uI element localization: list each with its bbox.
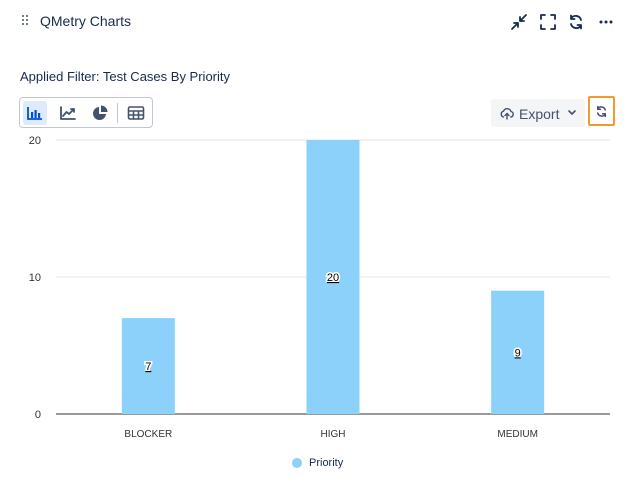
legend-swatch: [292, 458, 302, 468]
bar: [121, 318, 175, 414]
table-icon[interactable]: [124, 101, 148, 125]
refresh-icon[interactable]: [566, 12, 586, 32]
toolbar-divider: [117, 103, 118, 123]
widget-title: QMetry Charts: [40, 13, 132, 29]
data-label: 20: [327, 272, 339, 284]
export-label: Export: [519, 106, 560, 122]
cloud-upload-icon: [500, 108, 514, 120]
applied-filter-text: Applied Filter: Test Cases By Priority: [20, 69, 230, 84]
x-tick-label: MEDIUM: [497, 429, 538, 440]
collapse-icon[interactable]: [509, 12, 529, 32]
y-tick-label: 20: [29, 135, 41, 147]
widget-header: QMetry Charts: [0, 0, 625, 44]
data-label-halo: 9: [515, 347, 521, 359]
drag-handle-icon[interactable]: [22, 15, 30, 27]
x-tick-label: BLOCKER: [124, 429, 172, 440]
pie-chart-icon[interactable]: [88, 101, 112, 125]
line-chart-icon[interactable]: [56, 101, 80, 125]
refresh-chart-button[interactable]: [588, 96, 615, 126]
fullscreen-icon[interactable]: [538, 12, 558, 32]
x-tick-label: HIGH: [321, 429, 346, 440]
bar-chart-icon[interactable]: [23, 101, 47, 125]
data-label: 9: [515, 347, 521, 359]
export-button[interactable]: Export: [491, 99, 585, 127]
bar: [306, 140, 360, 414]
bar: [491, 290, 545, 414]
legend-label: Priority: [309, 457, 344, 469]
more-icon[interactable]: [596, 12, 616, 32]
data-label: 7: [145, 361, 151, 373]
data-label-halo: 7: [145, 361, 151, 373]
data-label-halo: 20: [327, 272, 339, 284]
chevron-down-icon: [568, 110, 576, 115]
y-tick-label: 10: [29, 272, 41, 284]
chart-type-toolbar: [19, 97, 153, 128]
y-tick-label: 0: [35, 409, 41, 421]
refresh-icon: [597, 105, 606, 118]
